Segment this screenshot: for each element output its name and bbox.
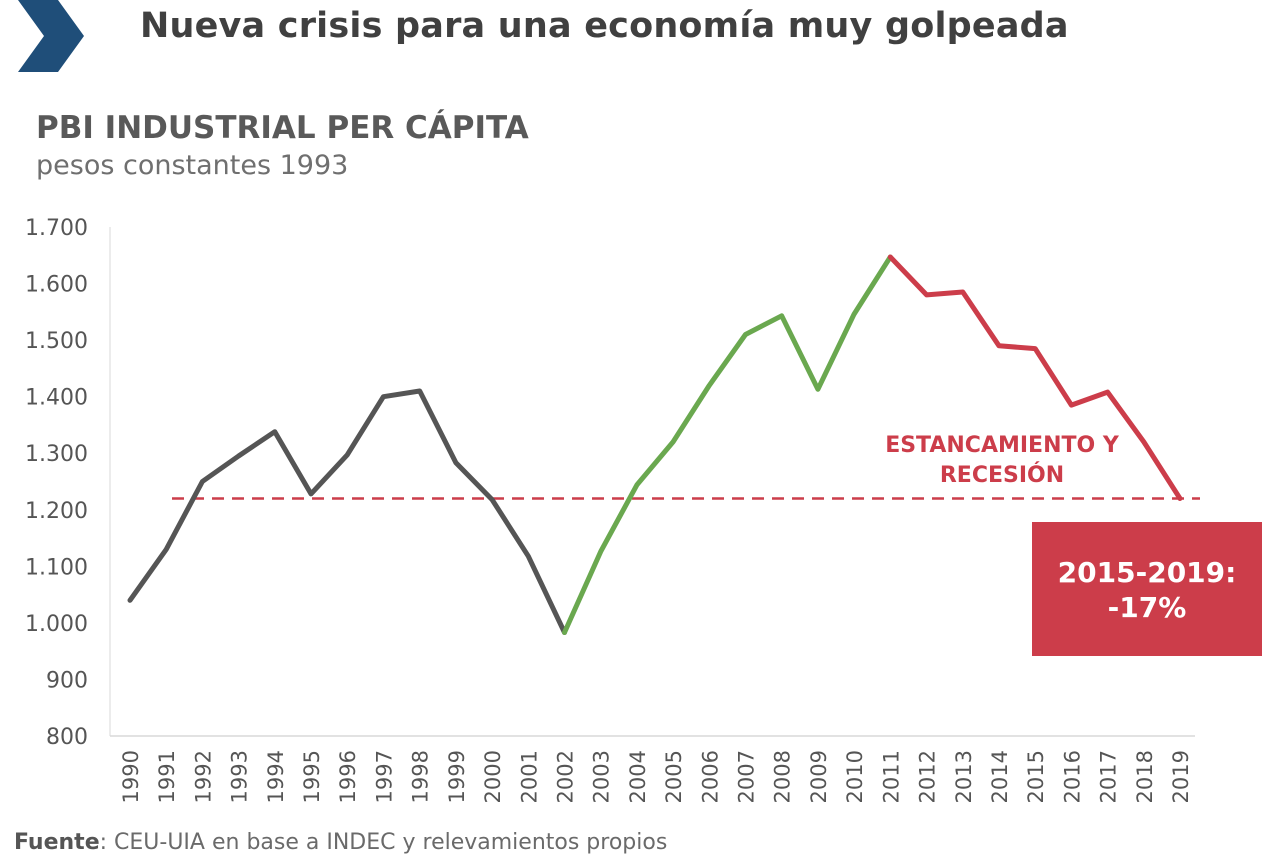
x-tick-label: 2002 (553, 750, 577, 803)
series-line-segment (887, 254, 1183, 501)
y-tick-label: 1.400 (25, 386, 88, 411)
x-tick-label: 2011 (879, 750, 903, 803)
x-tick-label: 2018 (1133, 750, 1157, 803)
page-headline: Nueva crisis para una economía muy golpe… (140, 6, 1069, 46)
y-tick-label: 900 (46, 668, 88, 693)
x-tick-label: 1993 (228, 750, 252, 803)
x-tick-label: 1995 (300, 750, 324, 803)
x-tick-label: 1998 (409, 750, 433, 803)
y-axis: 800 900 1.000 1.100 1.200 1.300 1.400 1.500 1.60… (25, 216, 111, 750)
y-tick-label: 1.100 (25, 555, 88, 580)
x-tick-label: 1997 (372, 750, 396, 803)
annotation-box (1032, 522, 1262, 656)
x-tick-label: 2008 (771, 750, 795, 803)
x-tick-label: 2005 (662, 750, 686, 803)
y-tick-label: 800 (46, 725, 88, 750)
series-line-segment (127, 388, 567, 635)
x-tick-label: 2001 (517, 750, 541, 803)
x-tick-label: 2014 (988, 750, 1012, 803)
x-tick-label: 2009 (807, 750, 831, 803)
source-text: : CEU-UIA en base a INDEC y relevamiento… (99, 830, 668, 855)
x-tick-label: 2015 (1024, 750, 1048, 803)
x-tick-label: 2007 (735, 750, 759, 803)
x-tick-label: 1992 (191, 750, 215, 803)
x-axis: 1990 1991 1992 1993 1994 1995 1996 1997 1998 1999… (110, 735, 1195, 803)
x-tick-label: 2017 (1097, 750, 1121, 803)
x-tick-label: 2010 (843, 750, 867, 803)
x-tick-label: 1996 (336, 750, 360, 803)
annotation-box-line2: -17% (1108, 591, 1187, 624)
chart-subtitle: pesos constantes 1993 (36, 150, 349, 181)
y-tick-label: 1.200 (25, 499, 88, 524)
annotation-label-line1: ESTANCAMIENTO Y (885, 433, 1120, 458)
annotation-group: ESTANCAMIENTO Y RECESIÓN 2015-2019:-17% (885, 433, 1262, 656)
x-tick-label: 1999 (445, 750, 469, 803)
x-tick-label: 2003 (590, 750, 614, 803)
source-note: Fuente: CEU-UIA en base a INDEC y releva… (14, 830, 667, 855)
y-tick-label: 1.500 (25, 329, 88, 354)
annotation-box-line1: 2015-2019: (1058, 556, 1237, 589)
series-line-segment (562, 254, 893, 635)
chevron-icon (18, 0, 84, 72)
y-tick-label: 1.600 (25, 273, 88, 298)
chart-title: PBI INDUSTRIAL PER CÁPITA (36, 110, 529, 146)
annotation-label-line2: RECESIÓN (940, 462, 1064, 488)
y-tick-label: 1.300 (25, 442, 88, 467)
x-tick-label: 2006 (698, 750, 722, 803)
y-tick-label: 1.700 (25, 216, 88, 241)
x-tick-label: 2000 (481, 750, 505, 803)
x-tick-label: 2012 (916, 750, 940, 803)
x-tick-label: 1994 (264, 750, 288, 803)
series-group (127, 254, 1183, 635)
x-tick-label: 2004 (626, 750, 650, 803)
x-tick-label: 2016 (1060, 750, 1084, 803)
y-tick-label: 1.000 (25, 612, 88, 637)
x-tick-label: 1991 (155, 750, 179, 803)
x-tick-label: 2013 (952, 750, 976, 803)
x-tick-label: 1990 (119, 750, 143, 803)
x-tick-label: 2019 (1169, 750, 1193, 803)
source-label: Fuente (14, 830, 100, 855)
